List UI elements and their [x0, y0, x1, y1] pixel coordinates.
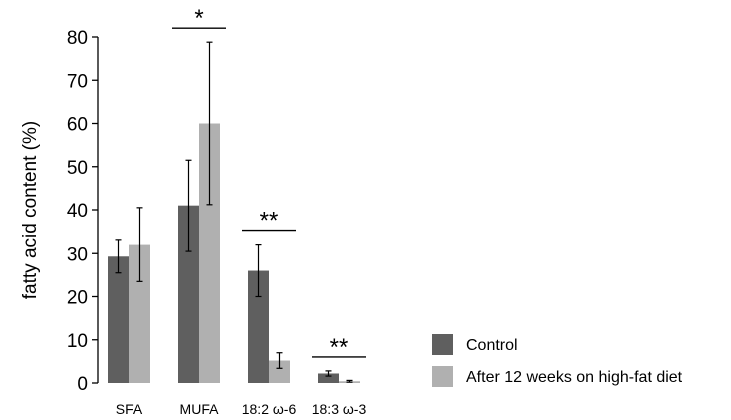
y-axis: 0 10 20 30 40 50 60 70 80 [67, 28, 99, 395]
significance-label: * [194, 5, 203, 32]
significance-label: ** [330, 334, 349, 361]
y-tick-label: 0 [77, 374, 88, 395]
y-tick-label: 50 [67, 158, 88, 179]
y-axis-title: fatty acid content (%) [20, 121, 41, 299]
y-tick-label: 20 [67, 288, 88, 309]
significance-markers: ***** [172, 5, 366, 361]
legend-label: Control [466, 337, 518, 354]
x-axis-categories: SFA MUFA 18:2 ω-6 18:3 ω-3 [116, 401, 367, 417]
legend: Control After 12 weeks on high-fat diet [432, 334, 683, 387]
bar [199, 123, 220, 383]
bar [178, 205, 199, 383]
y-tick-label: 60 [67, 115, 88, 136]
y-tick-label: 40 [67, 201, 88, 222]
bar [248, 270, 269, 383]
y-tick-label: 10 [67, 331, 88, 352]
legend-swatch [432, 366, 453, 387]
significance-label: ** [260, 208, 279, 235]
bar [318, 373, 339, 383]
y-tick-label: 70 [67, 71, 88, 92]
bars [108, 123, 360, 383]
x-category-label: 18:2 ω-6 [242, 401, 297, 417]
legend-label: After 12 weeks on high-fat diet [466, 369, 683, 386]
legend-swatch [432, 334, 453, 355]
x-category-label: MUFA [180, 401, 220, 417]
bar [108, 256, 129, 383]
y-tick-label: 30 [67, 244, 88, 265]
x-category-label: 18:3 ω-3 [312, 401, 367, 417]
x-category-label: SFA [116, 401, 143, 417]
bar [269, 360, 290, 383]
error-bars [115, 41, 353, 383]
bar [129, 244, 150, 383]
y-tick-label: 80 [67, 28, 88, 49]
